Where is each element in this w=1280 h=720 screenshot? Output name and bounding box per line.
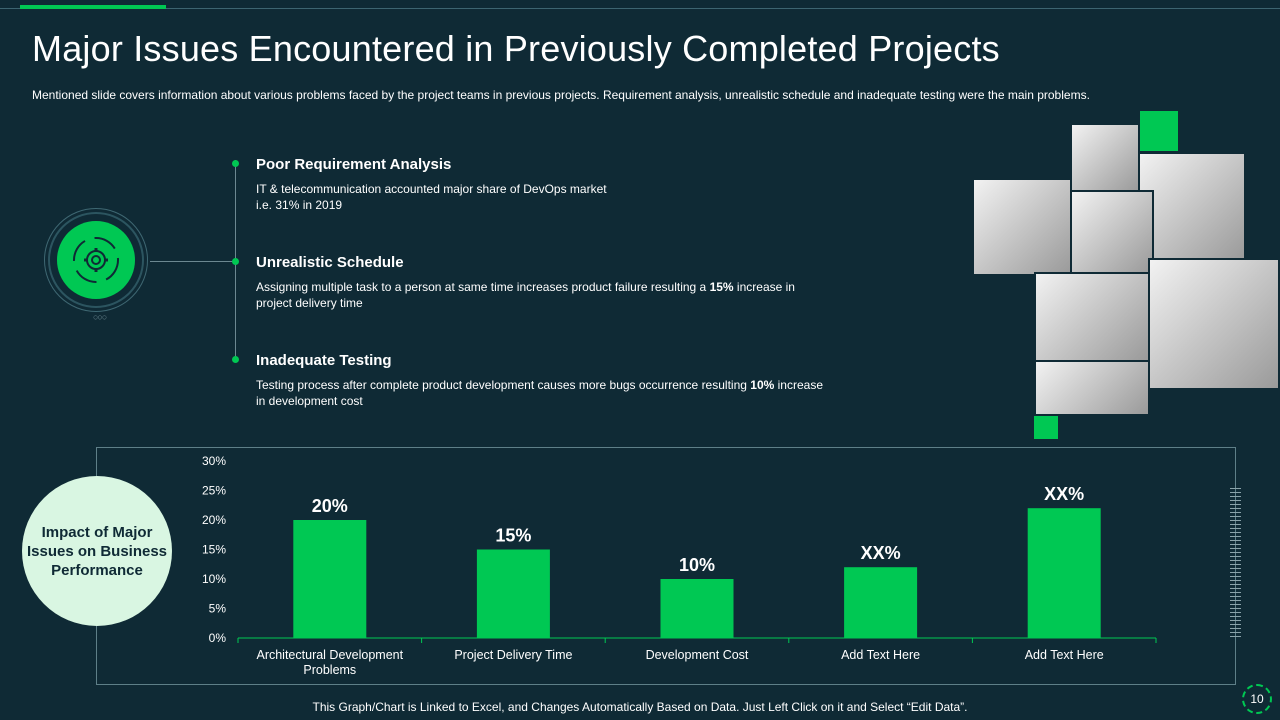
issue-desc-line: project delivery time [256,296,363,310]
chart-frame [96,447,1236,685]
photo-laptop [972,178,1072,276]
photo-documents [1034,272,1150,362]
impact-label: Impact of Major Issues on Business Perfo… [22,476,172,626]
issue-desc-line: i.e. 31% in 2019 [256,198,343,212]
top-accent-bar [20,5,166,9]
photo-hands [1138,152,1246,262]
issue-title: Unrealistic Schedule [256,254,404,271]
issue-desc-line: increase in [733,280,795,294]
issue-desc-line: IT & telecommunication accounted major s… [256,182,607,196]
issue-desc-line: Testing process after complete product d… [256,378,751,392]
page-subtitle: Mentioned slide covers information about… [32,88,1090,102]
accent-square [1140,111,1178,151]
issue-title: Inadequate Testing [256,352,392,369]
issue-title: Poor Requirement Analysis [256,156,452,173]
issue-desc-line: increase [774,378,823,392]
issue-description: Testing process after complete product d… [256,377,896,409]
accent-square [1034,416,1058,439]
photo-computer [1148,258,1280,390]
bullet-dot [232,258,239,265]
issue-desc-line: in development cost [256,394,363,408]
page-number: 10 [1242,684,1272,714]
inner-ring [48,212,144,308]
issue-description: IT & telecommunication accounted major s… [256,181,896,213]
page-title: Major Issues Encountered in Previously C… [32,28,1000,69]
issue-description: Assigning multiple task to a person at s… [256,279,896,311]
footer-note: This Graph/Chart is Linked to Excel, and… [312,700,968,714]
outer-ring [44,208,148,312]
bullet-dot [232,356,239,363]
top-rule [0,8,1280,9]
bullet-dot [232,160,239,167]
issue-desc-highlight: 15% [709,280,734,294]
photo-stamp [1034,360,1150,416]
issue-desc-highlight: 10% [750,378,775,392]
photo-calculator [1070,190,1154,274]
issue-desc-line: Assigning multiple task to a person at s… [256,280,710,294]
scroll-decoration [1230,488,1241,638]
decorative-dots: ○○○ [93,312,107,322]
photo-meeting [1070,123,1140,193]
gear-cycle-icon [57,221,135,299]
connector-line [150,261,236,262]
